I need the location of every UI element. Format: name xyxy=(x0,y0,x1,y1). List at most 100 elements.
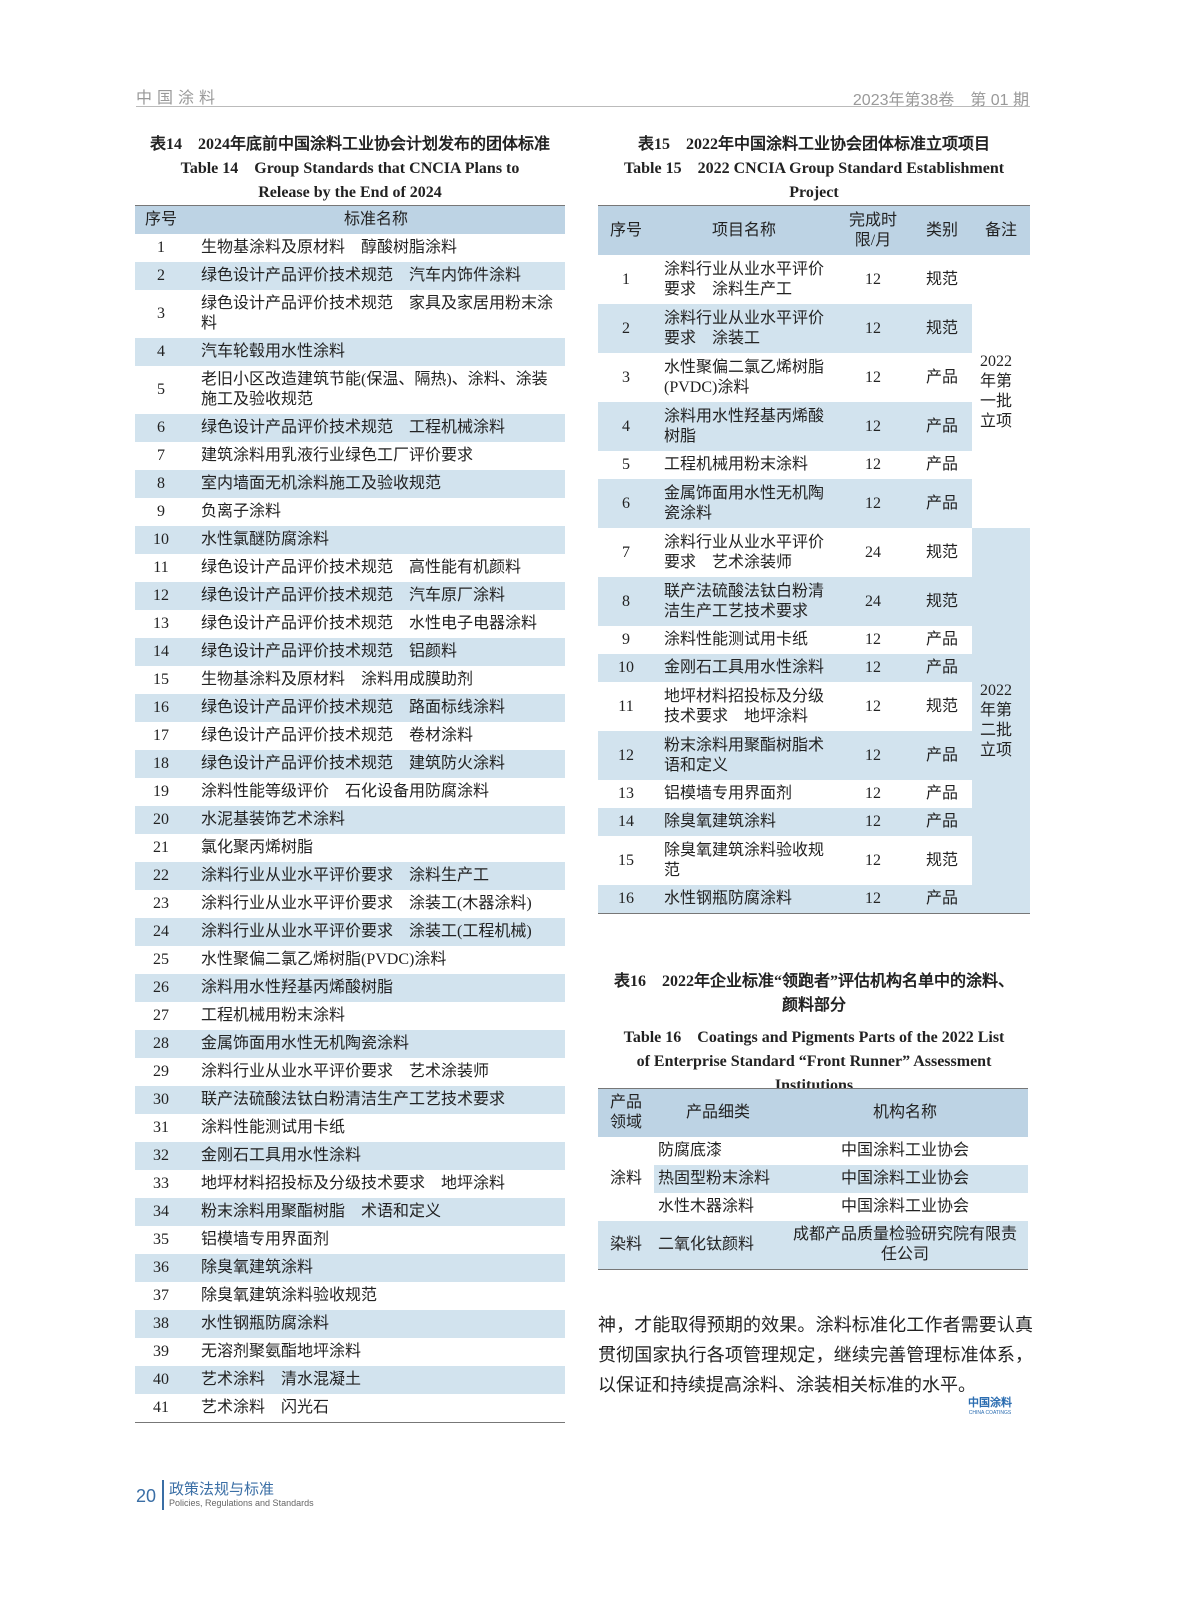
row-name: 除臭氧建筑涂料 xyxy=(201,1259,314,1276)
row-name: 涂料行业从业水平评价要求 艺术涂装师 xyxy=(201,1063,490,1080)
row-category: 产品 xyxy=(912,479,972,528)
row-name: 涂料性能测试用卡纸 xyxy=(664,631,809,648)
table-row: 18 绿色设计产品评价技术规范 建筑防火涂料 xyxy=(135,750,565,778)
row-name: 负离子涂料 xyxy=(201,503,282,520)
row-index: 34 xyxy=(153,1203,169,1220)
row-name: 水性氯醚防腐涂料 xyxy=(201,531,330,548)
row-index: 16 xyxy=(153,699,169,716)
row-category: 产品 xyxy=(925,456,958,473)
row-index: 1 xyxy=(622,270,630,288)
table-row: 9 涂料性能测试用卡纸 12 产品 xyxy=(598,626,1030,654)
row-name: 无溶剂聚氨酯地坪涂料 xyxy=(201,1343,362,1360)
row-index: 6 xyxy=(157,419,165,436)
table14-caption: 表14 2024年底前中国涂料工业协会计划发布的团体标准 Table 14 Gr… xyxy=(135,133,565,205)
row-name: 工程机械用粉末涂料 xyxy=(664,456,809,473)
table-row: 37 除臭氧建筑涂料验收规范 xyxy=(135,1282,565,1310)
row-index: 3 xyxy=(157,305,165,322)
table15: 序号 项目名称 完成时限/月 类别 备注 1 涂料行业从业水平评价要求 涂料生产工 12 规范 2… xyxy=(598,205,1030,914)
row-name: 绿色设计产品评价技术规范 高性能有机颜料 xyxy=(201,559,522,576)
table-row: 15 除臭氧建筑涂料验收规范 12 规范 xyxy=(598,836,1030,885)
row-index: 28 xyxy=(153,1035,169,1052)
row-name: 除臭氧建筑涂料 xyxy=(654,808,834,836)
row-index: 38 xyxy=(153,1315,169,1332)
row-category: 产品 xyxy=(925,368,958,386)
table15-caption: 表15 2022年中国涂料工业协会团体标准立项项目 Table 15 2022 … xyxy=(598,133,1030,205)
table-row: 25 水性聚偏二氯乙烯树脂(PVDC)涂料 xyxy=(135,946,565,974)
table-row: 12 粉末涂料用聚酯树脂术语和定义 12 产品 xyxy=(598,731,1030,780)
row-name: 生物基涂料及原材料 醇酸树脂涂料 xyxy=(201,239,458,256)
table-row: 3 水性聚偏二氯乙烯树脂(PVDC)涂料 12 产品 xyxy=(598,353,1030,402)
row-index: 2 xyxy=(157,267,165,284)
row-name: 艺术涂料 清水混凝土 xyxy=(201,1371,362,1388)
table14: 序号 标准名称 1 生物基涂料及原材料 醇酸树脂涂料 2 绿色设计产品评价技术规范 汽车内… xyxy=(135,205,565,1423)
row-months: 12 xyxy=(865,697,881,715)
row-index: 31 xyxy=(153,1119,169,1136)
row-name: 金属饰面用水性无机陶瓷涂料 xyxy=(654,479,834,528)
table-row: 热固型粉末涂料 中国涂料工业协会 xyxy=(598,1165,1028,1193)
row-index: 3 xyxy=(622,368,630,386)
row-index: 32 xyxy=(153,1147,169,1164)
table-row: 14 绿色设计产品评价技术规范 铝颜料 xyxy=(135,638,565,666)
table-row: 40 艺术涂料 清水混凝土 xyxy=(135,1366,565,1394)
row-index: 4 xyxy=(598,402,654,451)
row-name: 涂料行业从业水平评价要求 涂装工 xyxy=(654,304,834,353)
row-index: 13 xyxy=(618,785,634,802)
row-category: 产品 xyxy=(912,402,972,451)
row-index: 5 xyxy=(622,456,630,473)
header-cell: 机构名称 xyxy=(782,1088,1028,1137)
row-months: 24 xyxy=(834,577,912,626)
row-index: 17 xyxy=(153,727,169,744)
row-subcategory: 防腐底漆 xyxy=(658,1142,723,1159)
row-name: 绿色设计产品评价技术规范 建筑防火涂料 xyxy=(201,755,506,772)
row-category: 产品 xyxy=(912,654,972,682)
row-index: 16 xyxy=(598,885,654,914)
row-index: 22 xyxy=(153,867,169,884)
row-index: 36 xyxy=(153,1259,169,1276)
header-cell: 完成时限/月 xyxy=(834,205,912,255)
header-divider xyxy=(136,106,1030,107)
table-row: 4 涂料用水性羟基丙烯酸树脂 12 产品 xyxy=(598,402,1030,451)
table-row: 16 水性钢瓶防腐涂料 12 产品 xyxy=(598,885,1030,914)
table-row: 8 联产法硫酸法钛白粉清洁生产工艺技术要求 24 规范 xyxy=(598,577,1030,626)
table-row: 36 除臭氧建筑涂料 xyxy=(135,1254,565,1282)
table-row: 38 水性钢瓶防腐涂料 xyxy=(135,1310,565,1338)
header-cell: 序号 xyxy=(598,205,654,255)
table-row: 30 联产法硫酸法钛白粉清洁生产工艺技术要求 xyxy=(135,1086,565,1114)
row-category: 规范 xyxy=(925,270,958,288)
row-name: 铝模墙专用界面剂 xyxy=(201,1231,330,1248)
row-index: 39 xyxy=(153,1343,169,1360)
row-index: 41 xyxy=(153,1399,169,1416)
row-subcategory: 热固型粉末涂料 xyxy=(654,1165,782,1193)
row-months: 12 xyxy=(865,851,881,869)
row-name: 涂料用水性羟基丙烯酸树脂 xyxy=(654,402,834,451)
table-row: 21 氯化聚丙烯树脂 xyxy=(135,834,565,862)
row-name: 水性钢瓶防腐涂料 xyxy=(654,885,834,914)
row-name: 生物基涂料及原材料 涂料用成膜助剂 xyxy=(201,671,474,688)
row-index: 11 xyxy=(153,559,169,576)
table16-title-en: Table 16 Coatings and Pigments Parts of … xyxy=(623,1029,1005,1094)
row-months: 12 xyxy=(834,654,912,682)
row-institution: 中国涂料工业协会 xyxy=(782,1165,1028,1193)
row-name: 水性钢瓶防腐涂料 xyxy=(201,1315,330,1332)
table-row: 10 水性氯醚防腐涂料 xyxy=(135,526,565,554)
section-title-en: Policies, Regulations and Standards xyxy=(169,1498,314,1508)
row-index: 12 xyxy=(598,731,654,780)
table-row: 10 金刚石工具用水性涂料 12 产品 xyxy=(598,654,1030,682)
row-name: 涂料性能测试用卡纸 xyxy=(201,1119,346,1136)
table-row: 5 工程机械用粉末涂料 12 产品 xyxy=(598,451,1030,479)
row-name: 绿色设计产品评价技术规范 铝颜料 xyxy=(201,643,458,660)
row-name: 涂料行业从业水平评价要求 涂装工(木器涂料) xyxy=(201,895,532,912)
row-index: 7 xyxy=(622,543,630,561)
row-months: 12 xyxy=(865,368,881,386)
row-months: 12 xyxy=(834,885,912,914)
row-index: 21 xyxy=(153,839,169,856)
table-row: 16 绿色设计产品评价技术规范 路面标线涂料 xyxy=(135,694,565,722)
row-index: 24 xyxy=(153,923,169,940)
row-name: 地坪材料招投标及分级技术要求 地坪涂料 xyxy=(664,687,825,725)
row-index: 11 xyxy=(618,697,634,715)
table-row: 24 涂料行业从业水平评价要求 涂装工(工程机械) xyxy=(135,918,565,946)
row-name: 水泥基装饰艺术涂料 xyxy=(201,811,346,828)
table-row: 19 涂料性能等级评价 石化设备用防腐涂料 xyxy=(135,778,565,806)
row-name: 涂料用水性羟基丙烯酸树脂 xyxy=(201,979,394,996)
